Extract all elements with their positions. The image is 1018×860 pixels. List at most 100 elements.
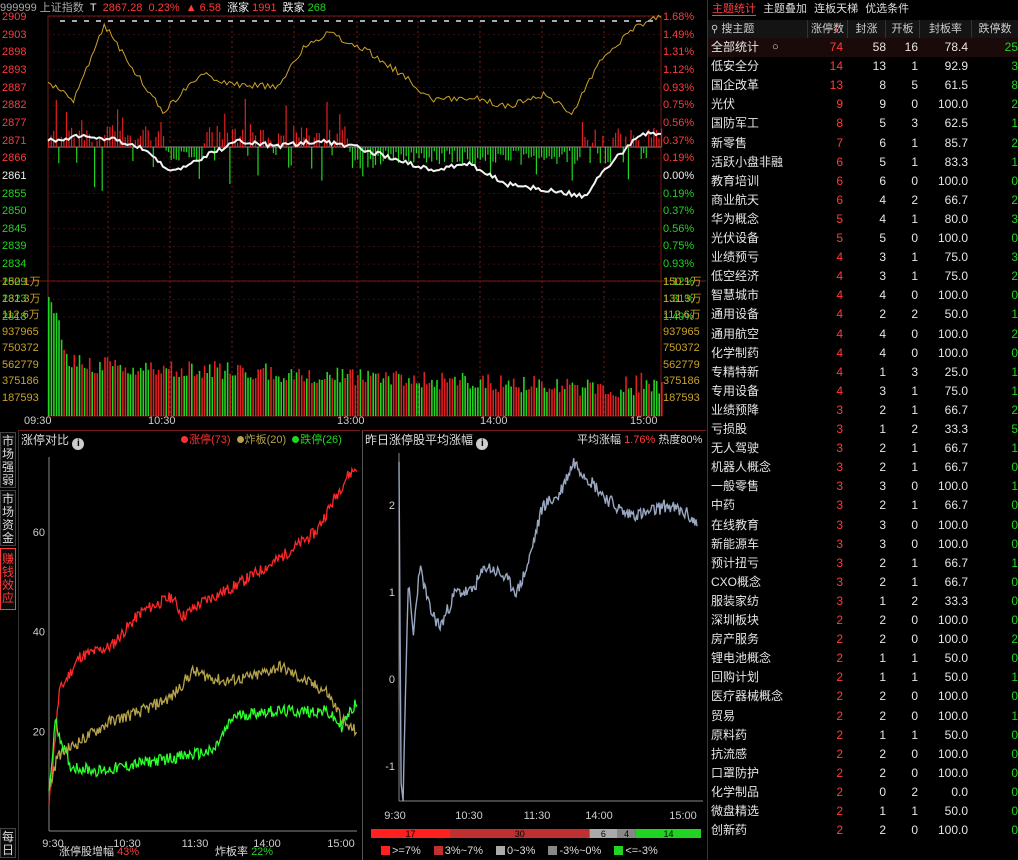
theme-name[interactable]: 业绩预降 — [711, 402, 760, 417]
table-row[interactable]: 化学制品 2 0 2 0.0 0 — [708, 783, 1018, 802]
table-row[interactable]: 化学制药 4 4 0 100.0 0 — [708, 344, 1018, 363]
theme-name[interactable]: 全部统计 — [711, 40, 760, 54]
table-row[interactable]: 抗流感 2 2 0 100.0 0 — [708, 745, 1018, 764]
table-row[interactable]: 通用航空 4 4 0 100.0 2 — [708, 325, 1018, 344]
info-icon[interactable]: i — [476, 438, 489, 450]
table-row[interactable]: 业绩预亏 4 3 1 75.0 3 — [708, 248, 1018, 267]
table-row[interactable]: 低空经济 4 3 1 75.0 2 — [708, 267, 1018, 286]
table-row[interactable]: 通用设备 4 2 2 50.0 1 — [708, 305, 1018, 324]
table-row[interactable]: 深圳板块 2 2 0 100.0 0 — [708, 611, 1018, 630]
theme-name[interactable]: 新零售 — [711, 135, 748, 150]
table-row[interactable]: 无人驾驶 3 2 1 66.7 1 — [708, 439, 1018, 458]
table-row[interactable]: 一般零售 3 3 0 100.0 1 — [708, 477, 1018, 496]
theme-name[interactable]: 化学制品 — [711, 784, 760, 799]
table-row[interactable]: 中药 3 2 1 66.7 0 — [708, 496, 1018, 515]
tab-preferred-conditions[interactable]: 优选条件 — [865, 3, 910, 15]
theme-name[interactable]: 专精特新 — [711, 364, 760, 379]
table-row[interactable]: 预计扭亏 3 2 1 66.7 1 — [708, 554, 1018, 573]
tab-limit-ladder[interactable]: 连板天梯 — [814, 3, 859, 15]
theme-name[interactable]: 微盘精选 — [711, 804, 760, 818]
side-tab-profit-effect[interactable]: 赚钱效应 — [0, 548, 16, 610]
table-row[interactable]: CXO概念 3 2 1 66.7 0 — [708, 573, 1018, 592]
theme-name[interactable]: 服装家纺 — [711, 593, 760, 608]
theme-name[interactable]: 创新药 — [711, 823, 748, 838]
theme-name[interactable]: 国防军工 — [711, 116, 760, 131]
table-row[interactable]: 教育培训 6 6 0 100.0 0 — [708, 172, 1018, 191]
theme-name[interactable]: 贸易 — [711, 708, 736, 723]
table-row[interactable]: 低安全分 14 13 1 92.9 3 — [708, 57, 1018, 76]
theme-name[interactable]: 亏损股 — [711, 422, 748, 436]
theme-name[interactable]: 机器人概念 — [711, 460, 772, 475]
side-tab-daily[interactable]: 每日 — [0, 828, 16, 858]
theme-name[interactable]: 新能源车 — [711, 536, 760, 551]
theme-name[interactable]: 抗流感 — [711, 746, 748, 761]
theme-name[interactable]: 预计扭亏 — [711, 555, 760, 570]
theme-name[interactable]: 通用航空 — [711, 326, 760, 341]
table-row[interactable]: 回购计划 2 1 1 50.0 1 — [708, 668, 1018, 687]
table-row[interactable]: 国防军工 8 5 3 62.5 1 — [708, 114, 1018, 133]
table-row[interactable]: 活跃小盘非融 6 5 1 83.3 1 — [708, 153, 1018, 172]
theme-name[interactable]: 房产服务 — [711, 632, 760, 647]
theme-name[interactable]: 光伏 — [711, 97, 736, 112]
table-row[interactable]: 服装家纺 3 1 2 33.3 0 — [708, 592, 1018, 611]
theme-name[interactable]: 光伏设备 — [711, 231, 760, 245]
col-seal-rate-header[interactable]: 封板率 — [920, 20, 972, 38]
theme-name[interactable]: 专用设备 — [711, 383, 760, 398]
search-theme-header[interactable]: ⚲ 搜主题 — [708, 20, 808, 38]
theme-name[interactable]: 口罩防护 — [711, 765, 760, 780]
table-row[interactable]: 原料药 2 1 1 50.0 0 — [708, 726, 1018, 745]
table-row[interactable]: 锂电池概念 2 1 1 50.0 0 — [708, 649, 1018, 668]
theme-name[interactable]: 一般零售 — [711, 479, 760, 494]
table-row[interactable]: 亏损股 3 1 2 33.3 5 — [708, 420, 1018, 439]
table-row[interactable]: 国企改革 13 8 5 61.5 8 — [708, 76, 1018, 95]
col-limit-down-header[interactable]: 跌停数 — [972, 20, 1018, 38]
table-row[interactable]: 光伏设备 5 5 0 100.0 0 — [708, 229, 1018, 248]
table-row[interactable]: 房产服务 2 2 0 100.0 2 — [708, 630, 1018, 649]
tab-theme-overlay[interactable]: 主题叠加 — [763, 3, 808, 15]
table-row[interactable]: 口罩防护 2 2 0 100.0 0 — [708, 764, 1018, 783]
table-row[interactable]: 专精特新 4 1 3 25.0 1 — [708, 363, 1018, 382]
theme-name[interactable]: 无人驾驶 — [711, 441, 760, 456]
tab-theme-stats[interactable]: 主题统计 — [712, 3, 756, 16]
theme-name[interactable]: 国企改革 — [711, 78, 760, 93]
theme-name[interactable]: 智慧城市 — [711, 288, 760, 303]
table-row[interactable]: 专用设备 4 3 1 75.0 1 — [708, 382, 1018, 401]
theme-name[interactable]: 原料药 — [711, 727, 748, 742]
table-row[interactable]: 全部统计 ○ 74 58 16 78.4 25 — [708, 38, 1018, 57]
col-opened-header[interactable]: 开板 — [886, 20, 920, 38]
table-row[interactable]: 商业航天 6 4 2 66.7 2 — [708, 191, 1018, 210]
theme-name[interactable]: 低空经济 — [711, 269, 760, 284]
table-row[interactable]: 贸易 2 2 0 100.0 1 — [708, 707, 1018, 726]
theme-name[interactable]: 医疗器械概念 — [711, 689, 784, 704]
table-row[interactable]: 华为概念 5 4 1 80.0 3 — [708, 210, 1018, 229]
theme-name[interactable]: 深圳板块 — [711, 613, 760, 627]
table-row[interactable]: 医疗器械概念 2 2 0 100.0 0 — [708, 687, 1018, 706]
col-sealed-header[interactable]: 封涨 — [848, 20, 886, 38]
theme-name[interactable]: 中药 — [711, 498, 736, 513]
theme-name[interactable]: 教育培训 — [711, 173, 760, 188]
info-icon[interactable]: i — [72, 438, 85, 450]
settings-circle-icon[interactable]: ○ — [772, 41, 779, 53]
table-row[interactable]: 光伏 9 9 0 100.0 2 — [708, 95, 1018, 114]
theme-name[interactable]: 在线教育 — [711, 517, 760, 532]
theme-name[interactable]: 回购计划 — [711, 670, 760, 685]
table-row[interactable]: 创新药 2 2 0 100.0 0 — [708, 821, 1018, 840]
side-tab-market-funds[interactable]: 市场资金 — [0, 490, 16, 546]
intraday-chart[interactable] — [0, 14, 706, 429]
table-row[interactable]: 新能源车 3 3 0 100.0 0 — [708, 535, 1018, 554]
theme-name[interactable]: 通用设备 — [711, 307, 760, 322]
table-row[interactable]: 机器人概念 3 2 1 66.7 0 — [708, 458, 1018, 477]
theme-name[interactable]: 低安全分 — [711, 59, 760, 74]
theme-name[interactable]: 活跃小盘非融 — [711, 154, 784, 169]
theme-name[interactable]: 化学制药 — [711, 345, 760, 360]
theme-name[interactable]: 业绩预亏 — [711, 250, 760, 265]
theme-name[interactable]: 锂电池概念 — [711, 651, 772, 666]
theme-name[interactable]: 商业航天 — [711, 192, 760, 207]
theme-name[interactable]: CXO概念 — [711, 574, 762, 589]
table-row[interactable]: 微盘精选 2 1 1 50.0 0 — [708, 802, 1018, 821]
table-row[interactable]: 在线教育 3 3 0 100.0 0 — [708, 516, 1018, 535]
table-row[interactable]: 业绩预降 3 2 1 66.7 2 — [708, 401, 1018, 420]
table-row[interactable]: 智慧城市 4 4 0 100.0 0 — [708, 286, 1018, 305]
theme-name[interactable]: 华为概念 — [711, 211, 760, 226]
side-tab-market-strength[interactable]: 市场强弱 — [0, 432, 16, 488]
